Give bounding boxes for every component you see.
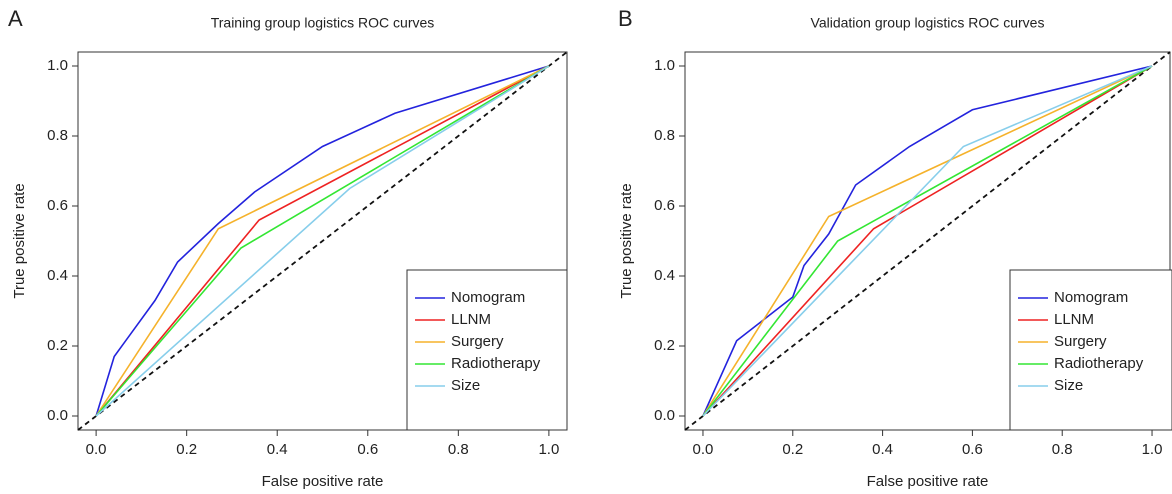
reference-diagonal: [77, 51, 568, 431]
x-axis-label: False positive rate: [262, 473, 384, 490]
y-axis-label: True positive rate: [11, 183, 28, 298]
legend-label: Size: [1054, 377, 1083, 394]
roc-line: [702, 65, 1153, 417]
roc-line: [95, 65, 550, 417]
panel-label: B: [618, 6, 633, 31]
y-tick-label: 1.0: [654, 57, 675, 74]
y-tick-label: 0.8: [47, 127, 68, 144]
legend-label: Radiotherapy: [1054, 355, 1144, 372]
legend-label: Radiotherapy: [451, 355, 541, 372]
x-tick-label: 0.4: [267, 441, 288, 458]
roc-line: [95, 65, 550, 417]
legend-label: LLNM: [1054, 311, 1094, 328]
panel-label: A: [8, 6, 23, 31]
legend-label: LLNM: [451, 311, 491, 328]
y-tick-label: 0.0: [47, 407, 68, 424]
roc-line: [95, 65, 550, 417]
x-tick-label: 0.2: [176, 441, 197, 458]
y-tick-label: 1.0: [47, 57, 68, 74]
reference-diagonal: [684, 51, 1171, 431]
y-tick-label: 0.0: [654, 407, 675, 424]
x-tick-label: 0.6: [357, 441, 378, 458]
legend-box: [1009, 269, 1172, 431]
x-tick-label: 1.0: [1142, 441, 1163, 458]
y-axis-label: True positive rate: [618, 183, 635, 298]
y-tick-label: 0.2: [47, 337, 68, 354]
roc-line: [702, 65, 1153, 417]
x-tick-label: 0.8: [1052, 441, 1073, 458]
x-tick-label: 1.0: [538, 441, 559, 458]
plot-frame: [684, 51, 1171, 431]
y-tick-label: 0.2: [654, 337, 675, 354]
chart-title: Training group logistics ROC curves: [211, 15, 435, 31]
x-tick-label: 0.0: [693, 441, 714, 458]
roc-line: [95, 65, 550, 417]
x-tick-label: 0.2: [782, 441, 803, 458]
legend-label: Nomogram: [1054, 289, 1128, 306]
x-tick-label: 0.4: [872, 441, 893, 458]
legend-label: Surgery: [451, 333, 504, 350]
roc-line: [95, 65, 550, 417]
x-tick-label: 0.6: [962, 441, 983, 458]
y-tick-label: 0.8: [654, 127, 675, 144]
chart-title: Validation group logistics ROC curves: [811, 15, 1045, 31]
legend-box: [406, 269, 568, 431]
x-tick-label: 0.8: [448, 441, 469, 458]
y-tick-label: 0.4: [47, 267, 68, 284]
x-axis-label: False positive rate: [867, 473, 989, 490]
x-tick-label: 0.0: [86, 441, 107, 458]
legend-label: Nomogram: [451, 289, 525, 306]
y-tick-label: 0.6: [654, 197, 675, 214]
roc-line: [702, 65, 1153, 417]
plot-frame: [77, 51, 568, 431]
y-tick-label: 0.4: [654, 267, 675, 284]
roc-line: [702, 65, 1153, 417]
y-tick-label: 0.6: [47, 197, 68, 214]
roc-line: [702, 65, 1153, 417]
legend-label: Surgery: [1054, 333, 1107, 350]
legend-label: Size: [451, 377, 480, 394]
